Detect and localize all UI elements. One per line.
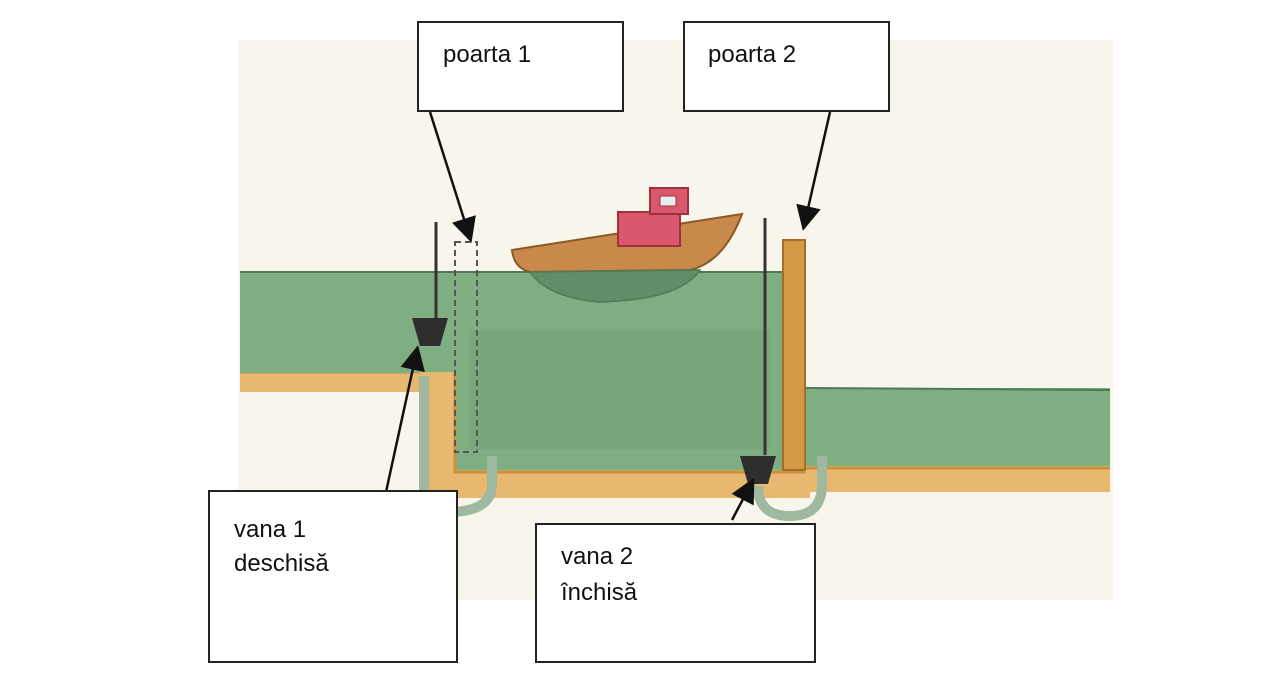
valve-2-state: închisă (561, 579, 638, 606)
gate-2 (782, 239, 806, 471)
valve-2-arrow (730, 477, 755, 521)
gate-2-arrow (796, 111, 832, 231)
valve-1-arrow (384, 345, 425, 493)
valve-1 (412, 318, 448, 346)
valve-1-label: vana 1 (234, 516, 307, 543)
chamber-water (435, 272, 785, 472)
boat-window (659, 195, 677, 207)
gate-1-label: poarta 1 (443, 41, 532, 68)
gate-1-label-box: poarta 1 (417, 21, 624, 112)
downstream-water (805, 388, 1110, 468)
downstream-ground (805, 466, 1110, 492)
valve-2-label: vana 2 (561, 543, 634, 570)
upstream-water (240, 272, 435, 373)
gate-2-label-box: poarta 2 (683, 21, 890, 112)
valve-1-state: deschisă (234, 550, 329, 577)
valve-2-label-box: vana 2 închisă (535, 523, 816, 663)
valve-2 (740, 456, 776, 484)
chamber-water-shade (470, 330, 770, 450)
valve-2-pipe (753, 456, 827, 522)
left-bank-ground (240, 372, 420, 392)
gate-2-label: poarta 2 (708, 41, 797, 68)
gate-1-arrow (428, 111, 476, 243)
downstream-surface (804, 387, 1111, 391)
boat-cabin (617, 211, 681, 247)
valve-1-label-box: vana 1 deschisă (208, 490, 458, 663)
boat-hull-underwater (528, 269, 702, 303)
